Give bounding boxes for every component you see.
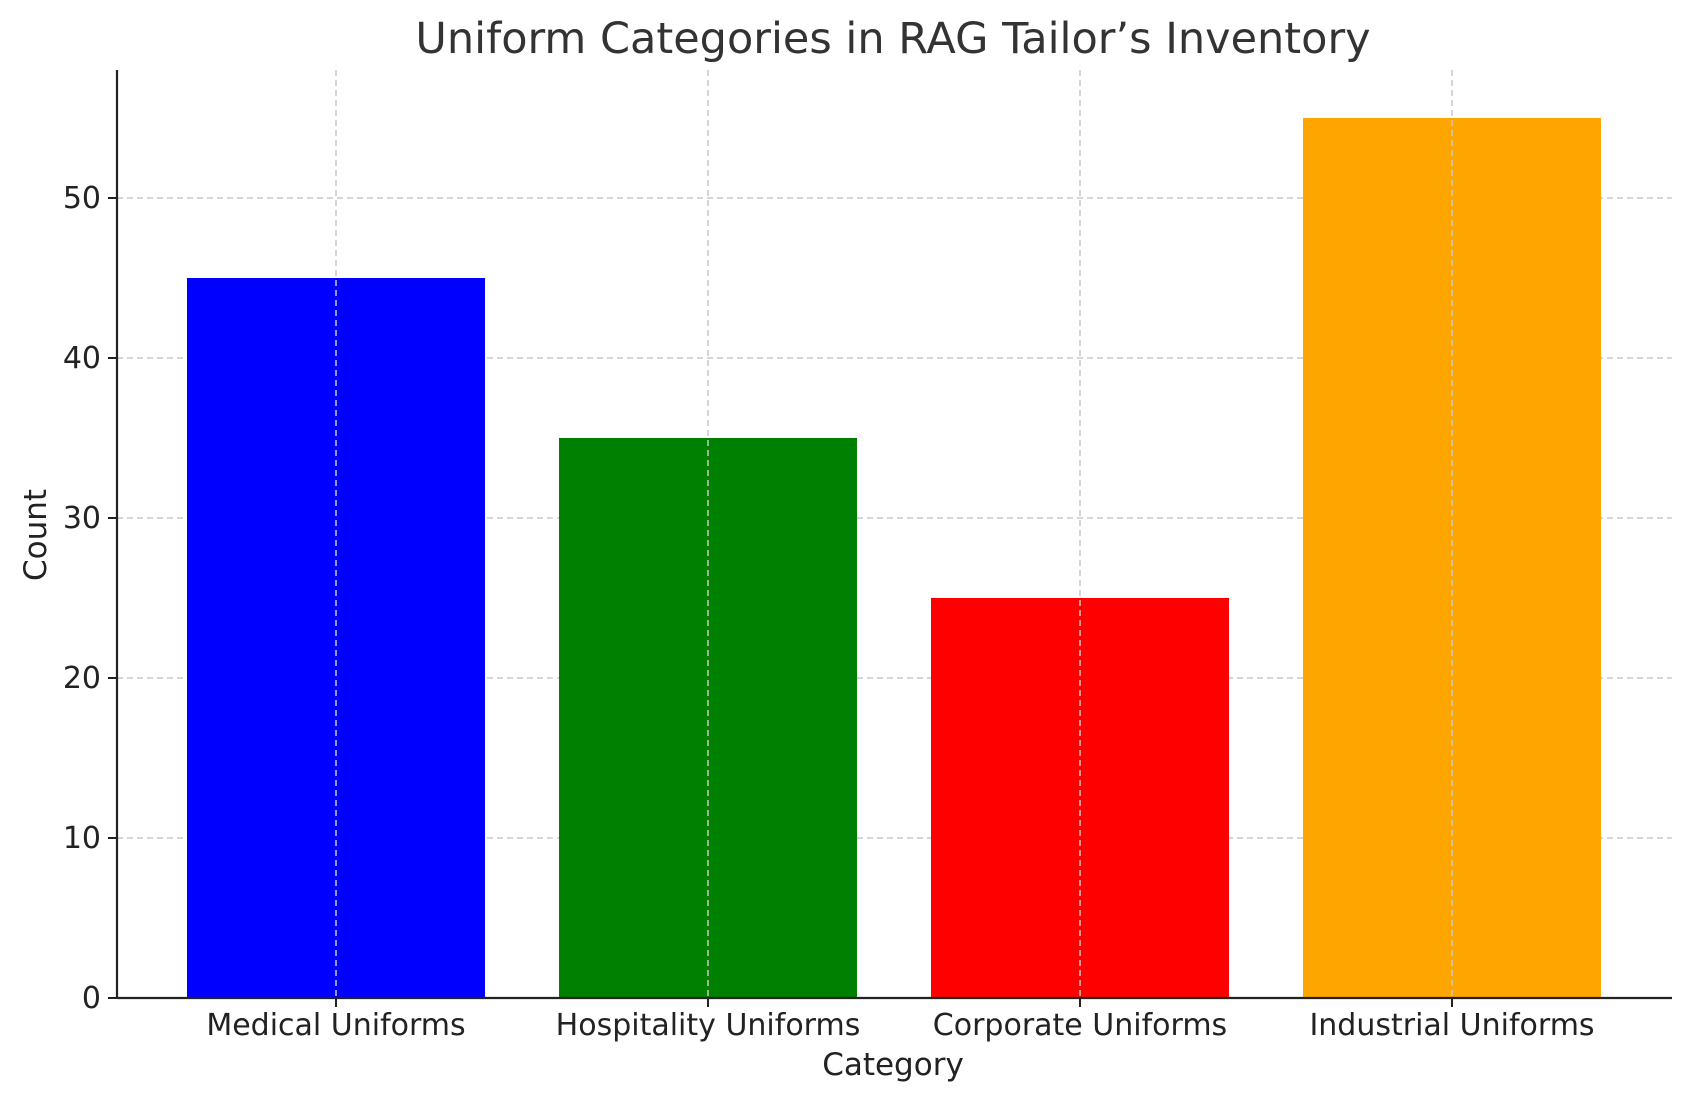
y-tick-label: 10 (63, 821, 101, 856)
y-tick-labels: 0 10 20 30 40 50 (63, 181, 101, 1016)
chart-title: Uniform Categories in RAG Tailor’s Inven… (415, 14, 1370, 64)
bar-corporate-uniforms (931, 598, 1229, 998)
y-axis-label: Count (18, 489, 54, 581)
vertical-grid (335, 70, 1453, 998)
x-tick-labels: Medical Uniforms Hospitality Uniforms Corp… (206, 1008, 1594, 1043)
y-tick-label: 20 (63, 661, 101, 696)
y-tick-label: 50 (63, 181, 101, 216)
x-tick-label: Industrial Uniforms (1309, 1008, 1594, 1043)
x-axis-label: Category (822, 1047, 964, 1083)
bar-medical-uniforms (187, 278, 485, 998)
axes (108, 70, 1672, 1007)
y-tick-label: 40 (63, 341, 101, 376)
x-tick-label: Corporate Uniforms (933, 1008, 1227, 1043)
y-tick-label: 0 (82, 981, 101, 1016)
bars (187, 118, 1601, 998)
x-tick-label: Medical Uniforms (206, 1008, 465, 1043)
y-tick-label: 30 (63, 501, 101, 536)
x-tick-label: Hospitality Uniforms (556, 1008, 861, 1043)
